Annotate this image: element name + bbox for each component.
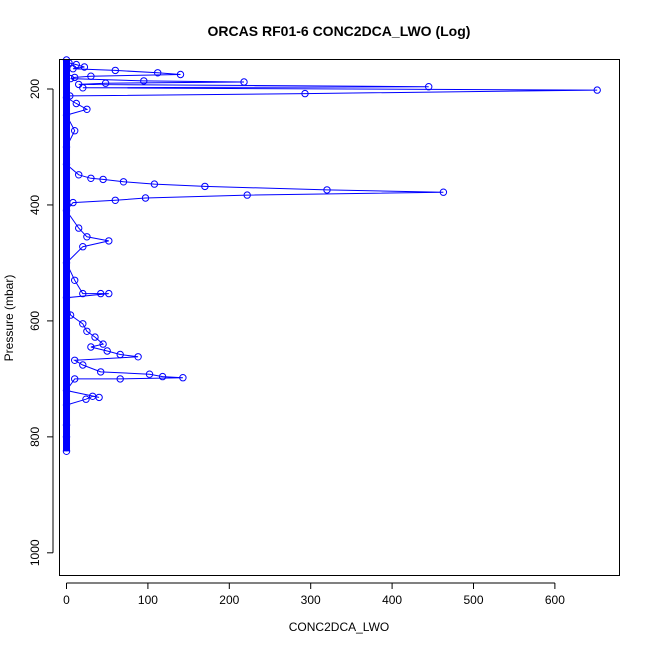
chart-title: ORCAS RF01-6 CONC2DCA_LWO (Log) bbox=[208, 23, 471, 39]
x-axis-label: CONC2DCA_LWO bbox=[289, 620, 389, 634]
data-point bbox=[79, 320, 87, 328]
y-tick-label: 200 bbox=[28, 79, 42, 99]
data-point bbox=[62, 259, 71, 267]
data-point bbox=[71, 127, 79, 135]
data-point bbox=[66, 74, 75, 83]
data-point bbox=[79, 361, 87, 369]
data-point bbox=[87, 174, 95, 183]
data-point bbox=[179, 374, 187, 382]
data-point bbox=[62, 294, 71, 302]
data-point bbox=[62, 433, 71, 441]
y-axis: 200 400 600 800 1000 bbox=[28, 79, 54, 566]
data-point bbox=[83, 327, 91, 335]
data-point bbox=[141, 194, 150, 202]
data-point bbox=[62, 386, 71, 395]
plot-area bbox=[62, 56, 601, 455]
data-point bbox=[82, 395, 90, 403]
data-point bbox=[69, 65, 77, 73]
x-tick-label: 400 bbox=[382, 593, 402, 607]
data-point bbox=[116, 350, 124, 359]
data-point bbox=[105, 289, 113, 298]
data-point bbox=[69, 198, 77, 207]
data-point bbox=[62, 94, 71, 102]
data-point bbox=[150, 180, 159, 188]
data-point bbox=[62, 111, 71, 119]
data-point bbox=[87, 72, 95, 80]
data-point bbox=[75, 171, 83, 179]
data-point bbox=[116, 375, 124, 383]
data-point bbox=[105, 237, 113, 245]
data-point bbox=[99, 340, 107, 348]
x-tick-label: 0 bbox=[63, 593, 70, 607]
y-tick-label: 1000 bbox=[28, 539, 42, 566]
data-point bbox=[240, 78, 248, 86]
data-point bbox=[62, 143, 71, 151]
data-point bbox=[75, 224, 83, 232]
x-tick-label: 200 bbox=[219, 593, 239, 607]
data-point bbox=[62, 160, 71, 169]
data-point bbox=[243, 191, 251, 199]
x-tick-label: 100 bbox=[138, 593, 158, 607]
data-point bbox=[79, 289, 87, 298]
data-point bbox=[593, 86, 601, 94]
data-point bbox=[301, 89, 309, 98]
data-point bbox=[62, 447, 71, 455]
data-point bbox=[88, 392, 97, 400]
data-point bbox=[71, 73, 79, 82]
y-tick-label: 400 bbox=[28, 195, 42, 215]
data-point bbox=[62, 207, 71, 215]
data-point bbox=[425, 83, 433, 91]
y-tick-label: 600 bbox=[28, 311, 42, 331]
y-tick-label: 800 bbox=[28, 427, 42, 447]
data-point bbox=[83, 105, 91, 114]
data-point bbox=[79, 243, 87, 251]
data-point bbox=[62, 421, 71, 429]
data-point bbox=[201, 182, 209, 191]
data-point bbox=[111, 196, 120, 205]
data-point bbox=[103, 347, 111, 355]
data-point bbox=[72, 99, 81, 108]
x-tick-label: 300 bbox=[301, 593, 321, 607]
x-axis: 0 100 200 300 400 500 600 bbox=[63, 582, 565, 607]
data-point bbox=[71, 356, 79, 364]
data-point bbox=[97, 368, 105, 376]
data-point bbox=[66, 311, 75, 319]
data-point bbox=[154, 69, 162, 77]
y-axis-label: Pressure (mbar) bbox=[2, 275, 16, 362]
data-point bbox=[119, 178, 128, 186]
plot-frame bbox=[59, 59, 620, 576]
data-point bbox=[134, 353, 142, 361]
x-tick-label: 500 bbox=[463, 593, 483, 607]
data-point bbox=[91, 333, 99, 341]
data-point bbox=[79, 84, 87, 92]
data-point bbox=[323, 186, 331, 194]
data-point bbox=[140, 77, 148, 85]
data-point bbox=[80, 63, 89, 71]
x-tick-label: 600 bbox=[545, 593, 565, 607]
data-point bbox=[97, 289, 105, 298]
data-point bbox=[62, 401, 71, 409]
data-point bbox=[145, 370, 154, 378]
data-point bbox=[101, 79, 110, 87]
data-point bbox=[99, 175, 107, 184]
data-point bbox=[71, 375, 79, 383]
data-point bbox=[87, 343, 95, 351]
data-point bbox=[439, 188, 448, 196]
data-point bbox=[111, 66, 120, 75]
series-line bbox=[65, 59, 598, 452]
data-point bbox=[83, 233, 91, 241]
data-point bbox=[176, 70, 185, 79]
data-point bbox=[71, 276, 79, 284]
data-point bbox=[158, 372, 167, 381]
